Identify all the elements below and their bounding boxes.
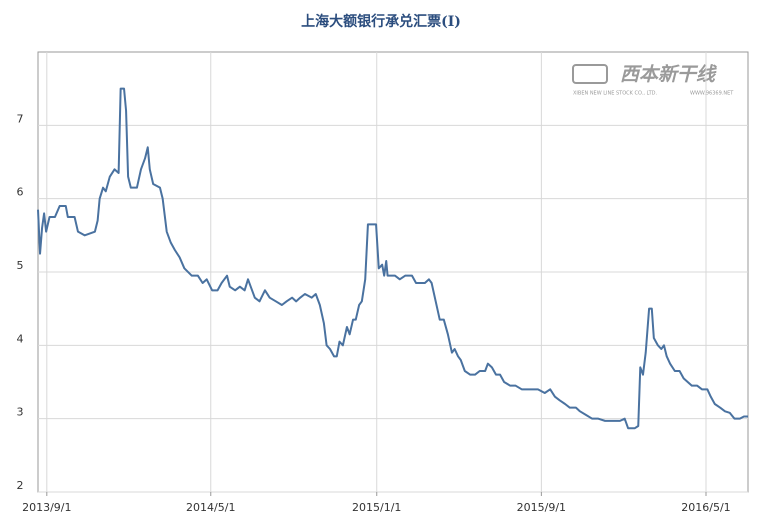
chart-title: 上海大额银行承兑汇票(Ⅰ) — [301, 13, 461, 30]
watermark-brand: 西本新干线 — [620, 64, 717, 86]
data-line — [37, 87, 748, 430]
y-tick-label: 6 — [17, 186, 24, 199]
logo-icon — [572, 64, 608, 84]
x-tick-label: 2014/5/1 — [186, 501, 235, 514]
y-tick-label: 4 — [17, 332, 24, 345]
x-tick-label: 2015/1/1 — [352, 501, 401, 514]
x-tick-label: 2013/9/1 — [22, 501, 71, 514]
x-tick-label: 2015/9/1 — [517, 501, 566, 514]
watermark: 西本新干线 XIBEN NEW LINE STOCK CO., LTD. WWW… — [572, 64, 734, 97]
y-tick-label: 2 — [17, 479, 24, 492]
watermark-company: XIBEN NEW LINE STOCK CO., LTD. — [573, 91, 658, 97]
watermark-site: WWW.96369.NET — [690, 91, 734, 97]
y-tick-label: 7 — [17, 112, 24, 125]
y-tick-label: 5 — [17, 259, 24, 272]
y-tick-label: 3 — [17, 406, 24, 419]
x-tick-label: 2016/5/1 — [681, 501, 730, 514]
